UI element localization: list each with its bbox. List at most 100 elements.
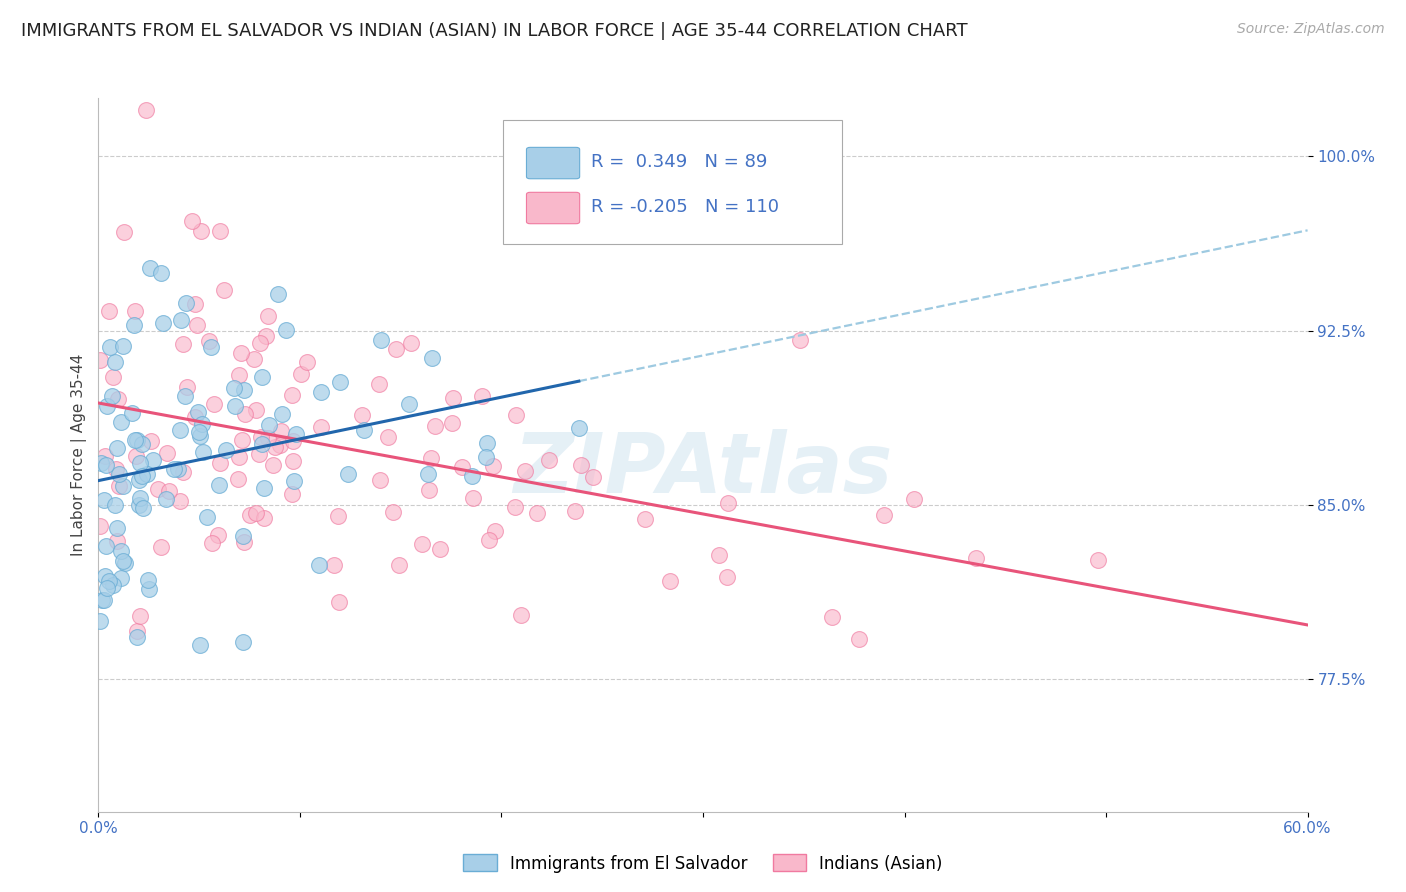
Point bbox=[420, 351, 443, 365]
Point bbox=[368, 473, 391, 487]
Point bbox=[128, 473, 150, 487]
Point bbox=[231, 345, 253, 359]
Point bbox=[155, 491, 177, 506]
Point bbox=[163, 462, 186, 476]
Point bbox=[274, 323, 297, 337]
Point bbox=[124, 434, 146, 448]
Point bbox=[193, 444, 215, 458]
Point bbox=[157, 483, 180, 498]
Point bbox=[128, 456, 150, 470]
Point bbox=[105, 521, 128, 535]
Point bbox=[201, 535, 224, 549]
Point bbox=[461, 469, 484, 483]
Point bbox=[97, 574, 120, 588]
Point bbox=[249, 447, 271, 461]
FancyBboxPatch shape bbox=[526, 147, 579, 178]
Point bbox=[232, 529, 254, 543]
Point bbox=[388, 558, 411, 573]
Point bbox=[269, 438, 291, 452]
Point bbox=[94, 540, 117, 554]
Point bbox=[789, 333, 811, 347]
Point bbox=[569, 458, 592, 472]
Point bbox=[322, 558, 344, 572]
Point bbox=[820, 609, 842, 624]
Point bbox=[112, 225, 135, 239]
Point bbox=[385, 342, 408, 356]
Point bbox=[188, 425, 211, 439]
Point bbox=[89, 353, 111, 368]
Point bbox=[104, 355, 127, 369]
Point bbox=[111, 554, 134, 568]
Point bbox=[139, 261, 162, 276]
Point bbox=[172, 336, 194, 351]
Point bbox=[188, 429, 211, 443]
Point bbox=[250, 430, 273, 444]
Point bbox=[233, 383, 256, 397]
Point bbox=[93, 492, 115, 507]
Point bbox=[104, 498, 127, 512]
Point bbox=[233, 534, 256, 549]
Point bbox=[256, 309, 278, 323]
Point bbox=[150, 267, 173, 281]
Point bbox=[329, 375, 352, 389]
Point bbox=[125, 631, 148, 645]
Point bbox=[169, 423, 191, 437]
Point bbox=[98, 340, 121, 354]
Point bbox=[270, 407, 292, 421]
Point bbox=[252, 437, 274, 451]
Point bbox=[108, 479, 131, 493]
Point bbox=[98, 304, 121, 318]
Point bbox=[186, 318, 208, 333]
Point bbox=[112, 479, 135, 493]
Point bbox=[290, 367, 312, 381]
Point bbox=[659, 574, 682, 589]
Point bbox=[377, 430, 399, 444]
Point bbox=[411, 537, 433, 551]
Point bbox=[208, 478, 231, 492]
Point bbox=[281, 454, 304, 468]
Point bbox=[267, 287, 290, 301]
Point bbox=[1087, 553, 1109, 567]
Point bbox=[716, 569, 738, 583]
Point bbox=[245, 506, 267, 520]
Point bbox=[239, 508, 262, 522]
Y-axis label: In Labor Force | Age 35-44: In Labor Force | Age 35-44 bbox=[72, 354, 87, 556]
Point bbox=[262, 458, 284, 472]
Point bbox=[89, 519, 111, 533]
Point bbox=[328, 509, 350, 524]
Point bbox=[505, 500, 527, 514]
Point bbox=[381, 505, 404, 519]
Point bbox=[270, 425, 292, 439]
Point bbox=[202, 397, 225, 411]
Point bbox=[281, 434, 304, 449]
Point bbox=[138, 582, 160, 596]
Point bbox=[633, 512, 655, 526]
Point bbox=[101, 389, 124, 403]
Point bbox=[451, 460, 474, 475]
Point bbox=[125, 449, 148, 463]
Point bbox=[167, 462, 190, 476]
Point bbox=[187, 404, 209, 418]
Point bbox=[188, 638, 211, 652]
Point bbox=[337, 467, 360, 482]
Point bbox=[224, 381, 246, 395]
Point bbox=[966, 550, 988, 565]
Point bbox=[484, 524, 506, 539]
Point bbox=[148, 482, 170, 496]
Point bbox=[105, 441, 128, 455]
Point bbox=[281, 388, 304, 402]
Point bbox=[101, 369, 124, 384]
Point bbox=[131, 437, 153, 451]
Point bbox=[94, 449, 117, 463]
Point bbox=[474, 450, 496, 464]
Point bbox=[191, 417, 214, 432]
Point bbox=[226, 472, 249, 486]
Point bbox=[107, 392, 129, 406]
Point bbox=[582, 470, 605, 484]
Text: R = -0.205   N = 110: R = -0.205 N = 110 bbox=[591, 198, 779, 216]
Point bbox=[368, 377, 391, 392]
FancyBboxPatch shape bbox=[526, 193, 579, 224]
Point bbox=[111, 339, 134, 353]
FancyBboxPatch shape bbox=[503, 120, 842, 244]
Point bbox=[108, 467, 131, 481]
